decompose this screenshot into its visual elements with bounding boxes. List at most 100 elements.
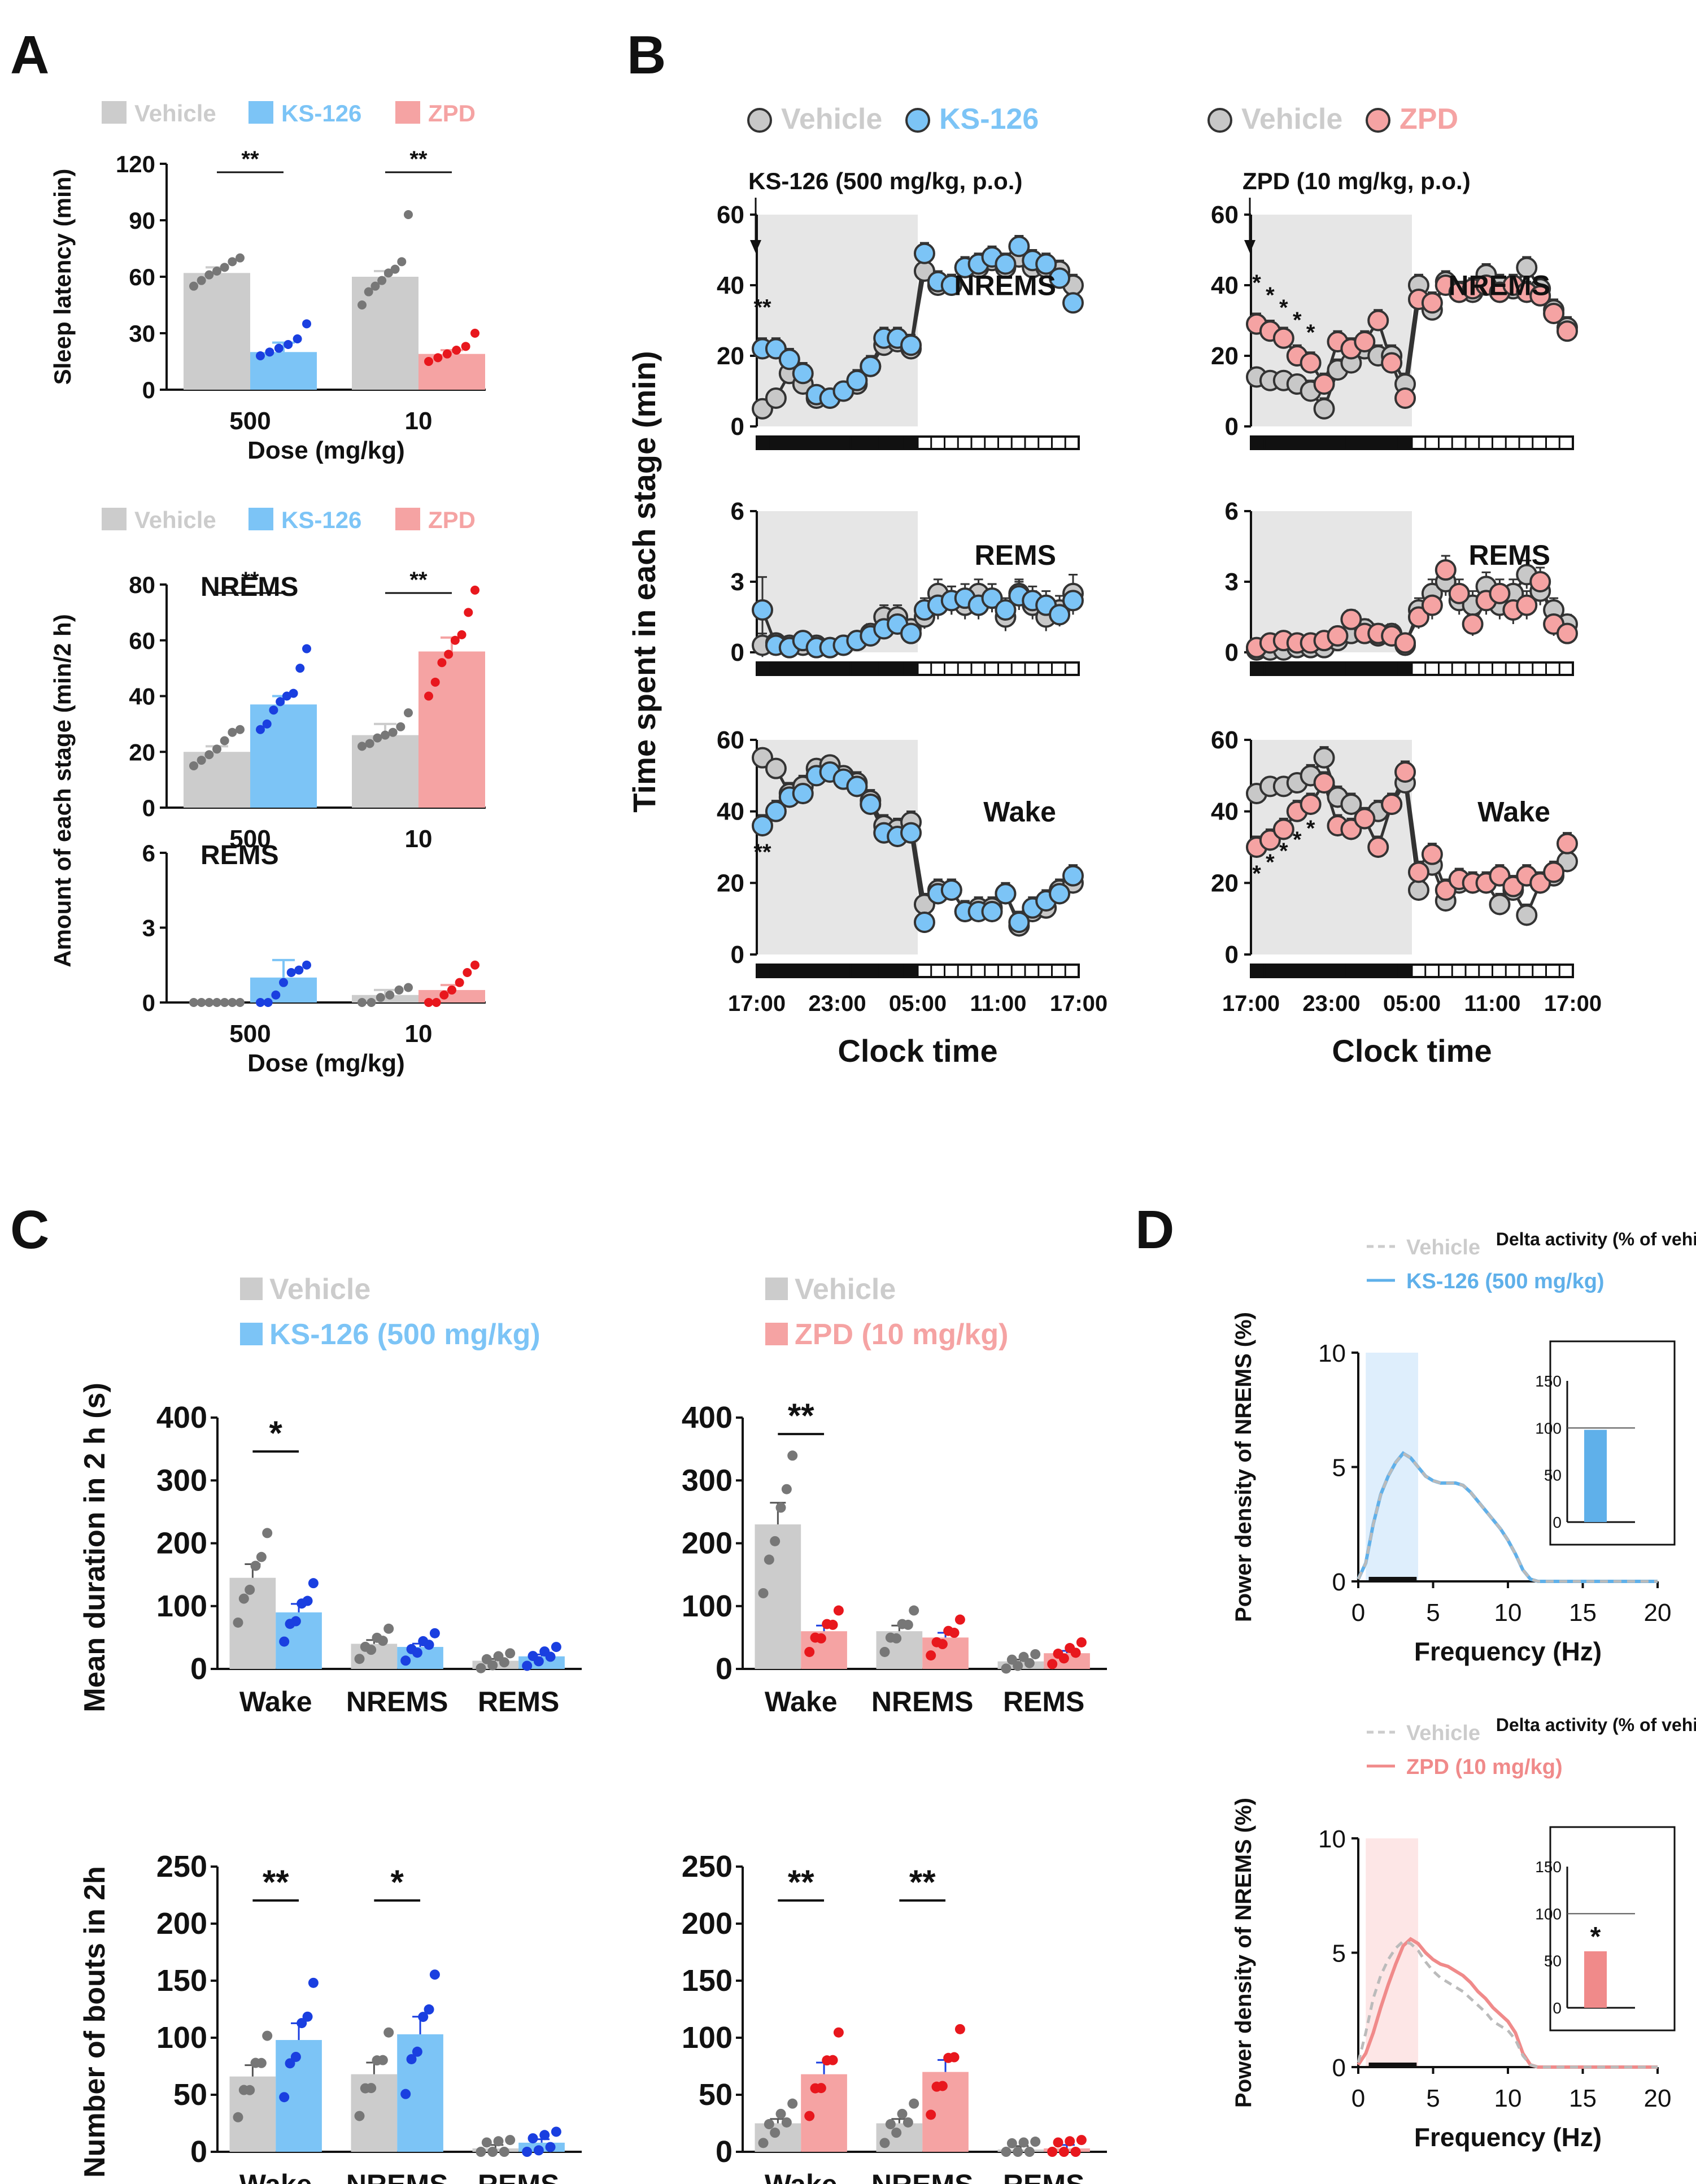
panel-label-a: A — [10, 25, 49, 85]
treated-point — [940, 879, 962, 901]
treated-point — [1435, 559, 1457, 581]
x-tick-label: Wake — [765, 2169, 838, 2184]
treated-point — [1462, 613, 1484, 635]
legend-label-vehicle: Vehicle — [134, 100, 216, 127]
sig-label: ** — [241, 147, 259, 172]
treated-point — [1557, 320, 1578, 342]
data-point — [424, 357, 433, 366]
legend-swatch-zpd — [395, 508, 420, 530]
data-point — [204, 270, 214, 280]
data-point — [279, 978, 288, 987]
chart-C1: 0 100 200 300 400 Wake * NREMS REMS — [156, 1401, 582, 1717]
data-point — [228, 727, 237, 737]
legend-label-vehicle: Vehicle — [1406, 1236, 1480, 1259]
legend-swatch-ks — [248, 508, 273, 530]
treated-point — [1008, 236, 1030, 258]
data-point — [297, 2018, 307, 2029]
sig-label: * — [1306, 320, 1315, 345]
data-point — [954, 2024, 965, 2034]
data-point — [265, 347, 274, 357]
data-point — [236, 998, 245, 1007]
data-point — [452, 346, 461, 355]
x-tick-label: 5 — [1426, 2085, 1440, 2112]
vehicle-point — [1516, 904, 1538, 926]
inset-y-tick-label: 150 — [1535, 1858, 1562, 1876]
data-point — [827, 2055, 838, 2065]
data-point — [891, 1633, 902, 1644]
inset-y-tick-label: 0 — [1553, 1999, 1562, 2017]
y-tick-label: 90 — [129, 207, 155, 234]
panel-label-c: C — [10, 1200, 49, 1260]
inset-title: Delta activity (% of vehicle) — [1496, 1715, 1696, 1735]
stage-title: NREMS — [1448, 270, 1550, 302]
y-axis-label: Power density of NREMS (%) — [1231, 1312, 1256, 1622]
legend-marker-zpd — [1366, 108, 1390, 133]
x-axis-label: Clock time — [838, 1033, 997, 1069]
data-point — [262, 1528, 273, 1538]
inset-sig-label: * — [1590, 1922, 1601, 1952]
data-point — [396, 722, 406, 731]
data-point — [429, 1969, 440, 1980]
chart-A3: 0 3 6 500 10 REMS Dose (mg/kg) — [142, 840, 486, 1077]
bar — [184, 752, 250, 808]
data-point — [499, 2147, 509, 2157]
data-point — [775, 2108, 786, 2119]
x-tick-label: 17:00 — [1050, 991, 1108, 1016]
data-point — [781, 1484, 792, 1494]
x-group-label: 10 — [405, 825, 433, 853]
y-tick-label: 200 — [682, 1907, 733, 1941]
legend-label-ks: KS-126 — [281, 507, 361, 533]
sig-label: * — [1266, 850, 1275, 875]
y-tick-label: 20 — [1211, 869, 1239, 897]
legend-label-ks: KS-126 — [939, 103, 1039, 136]
x-tick-label: 11:00 — [1464, 991, 1520, 1016]
panel-label-d: D — [1135, 1200, 1174, 1260]
y-axis-label-c1: Mean duration in 2 h (s) — [79, 1383, 111, 1712]
y-tick-label: 200 — [682, 1527, 733, 1560]
y-tick-label: 40 — [717, 798, 744, 826]
legend-label-zpd: ZPD — [428, 100, 476, 127]
x-tick-label: 17:00 — [1544, 991, 1602, 1016]
data-point — [429, 1628, 440, 1638]
data-point — [431, 998, 441, 1007]
data-point — [551, 1642, 561, 1653]
treated-point — [1327, 625, 1349, 647]
data-point — [545, 2142, 556, 2152]
inset-bar — [1584, 1429, 1607, 1522]
data-point — [189, 281, 198, 291]
data-point — [302, 644, 311, 653]
data-point — [276, 697, 285, 707]
x-group-label: 10 — [405, 407, 433, 435]
data-point — [294, 965, 304, 975]
x-axis-label: Clock time — [1332, 1033, 1492, 1069]
sig-label: * — [1252, 271, 1261, 295]
y-tick-label: 150 — [682, 1964, 733, 1998]
chart-C2: 0 100 200 300 400 Wake ** NREMS REMS — [682, 1397, 1107, 1717]
legend-a-bottom: Vehicle KS-126 ZPD — [102, 507, 476, 533]
treated-point — [1489, 582, 1511, 604]
y-tick-label: 100 — [156, 2021, 207, 2055]
data-point — [1058, 1653, 1069, 1664]
y-tick-label: 5 — [1332, 1940, 1346, 1968]
data-point — [424, 1640, 434, 1650]
data-point — [430, 677, 440, 687]
x-tick-label: NREMS — [346, 2169, 448, 2184]
legend-marker-vehicle — [1207, 108, 1232, 133]
data-point — [444, 649, 454, 659]
data-point — [412, 2046, 422, 2057]
inset-frame — [1549, 1826, 1676, 2032]
dose-arrowhead — [1244, 240, 1255, 253]
data-point — [1001, 2147, 1012, 2157]
data-point — [404, 210, 413, 219]
treated-point — [860, 794, 882, 815]
treated-point — [1381, 352, 1403, 374]
chart-C3: 0 50 100 150 200 250 Wake ** NREMS * REMS — [156, 1850, 582, 2184]
inset-y-tick-label: 100 — [1535, 1419, 1562, 1437]
y-tick-label: 3 — [142, 915, 155, 941]
treated-point — [792, 363, 814, 385]
legend-label-zpd: ZPD — [428, 507, 476, 533]
data-point — [236, 253, 245, 263]
vehicle-point — [1516, 256, 1538, 278]
data-point — [439, 990, 449, 1000]
data-point — [879, 1646, 890, 1657]
